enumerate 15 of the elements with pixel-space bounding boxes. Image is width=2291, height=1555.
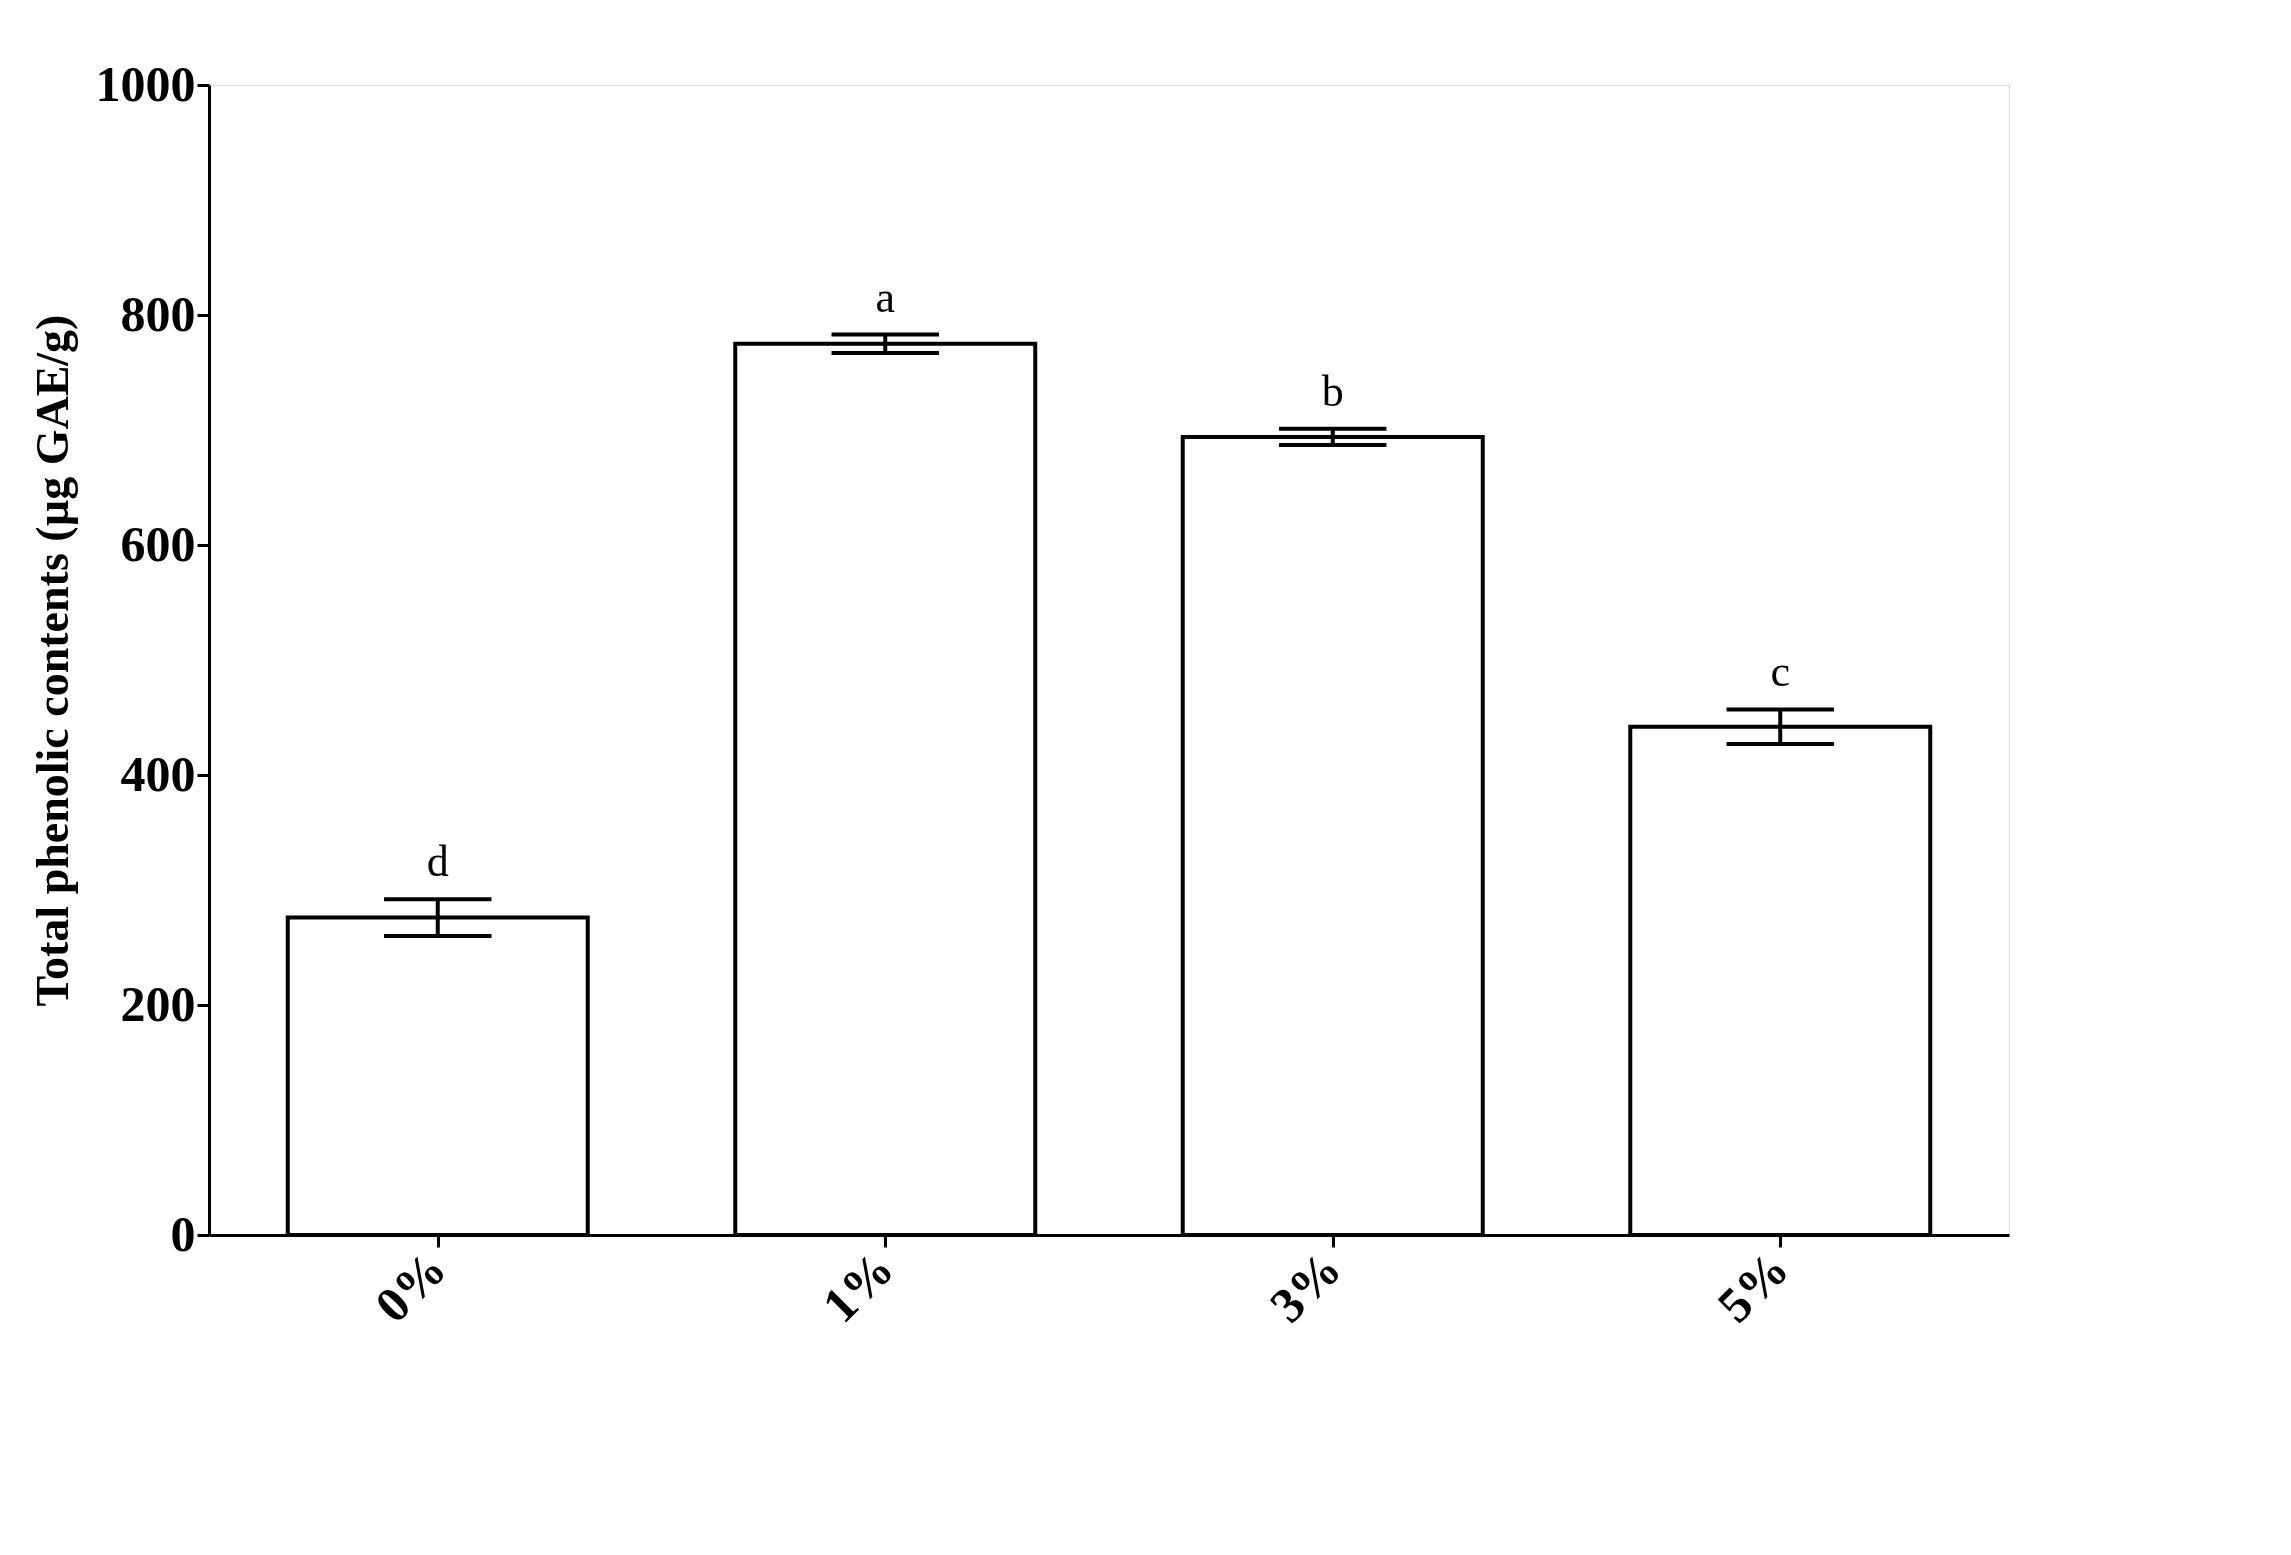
- y-tick-label: 0: [170, 1205, 196, 1262]
- y-tick-label: 200: [120, 975, 196, 1032]
- y-tick-label: 800: [120, 285, 196, 342]
- y-axis-title: Total phenolic contents (µg GAE/g): [26, 314, 78, 1007]
- x-tick-label: 5%: [1706, 1240, 1800, 1333]
- x-tick-label: 0%: [364, 1240, 457, 1333]
- annotation: c: [1770, 647, 1791, 697]
- annotation: b: [1321, 366, 1344, 416]
- x-tick-label: 1%: [811, 1240, 905, 1333]
- y-tick-label: 400: [120, 745, 196, 802]
- y-tick-label: 600: [120, 515, 196, 572]
- annotation: a: [875, 272, 896, 322]
- x-tick-label: 3%: [1259, 1240, 1352, 1333]
- y-tick-label: 1000: [95, 55, 196, 112]
- annotation: d: [426, 837, 449, 887]
